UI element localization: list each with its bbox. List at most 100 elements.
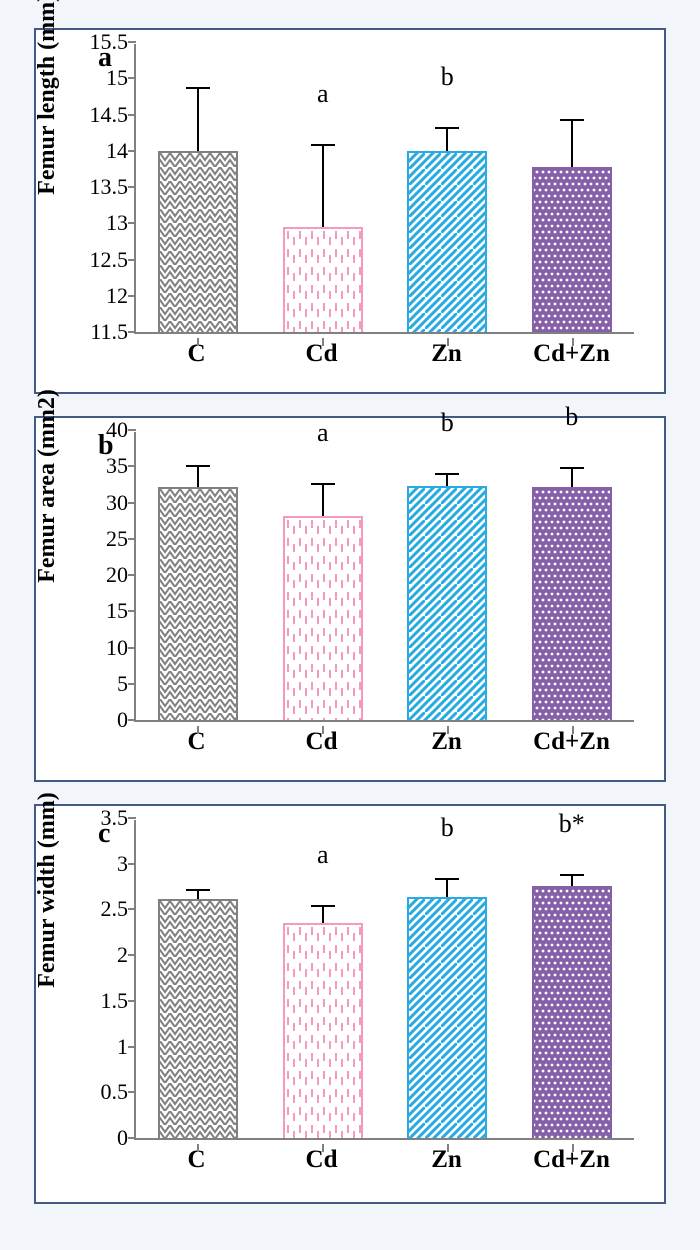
y-tick-mark: [128, 1046, 136, 1048]
y-tick-label: 1.5: [101, 988, 129, 1014]
bar: [158, 899, 238, 1138]
error-bar: [571, 875, 573, 886]
significance-label: a: [261, 418, 386, 448]
error-cap: [560, 874, 584, 876]
error-bar: [446, 474, 448, 486]
bar-slot: [136, 432, 261, 720]
plot-wrapper: abb 0510152025303540: [134, 432, 634, 722]
y-tick-label: 35: [106, 453, 128, 479]
y-tick-label: 14: [106, 138, 128, 164]
y-tick-label: 20: [106, 562, 128, 588]
y-tick-mark: [128, 647, 136, 649]
y-tick-mark: [128, 222, 136, 224]
y-tick-mark: [128, 77, 136, 79]
y-tick-label: 5: [117, 671, 128, 697]
x-category-label: Zn: [384, 1146, 509, 1174]
error-bar: [446, 128, 448, 152]
bar-slot: b: [385, 820, 510, 1138]
y-axis-label: Femur width (mm): [34, 792, 61, 988]
y-tick-mark: [128, 817, 136, 819]
y-tick-label: 0.5: [101, 1079, 129, 1105]
x-category-label: C: [134, 728, 259, 756]
y-tick-label: 10: [106, 635, 128, 661]
y-axis-label: Femur length (mm): [34, 0, 61, 195]
bar: [532, 487, 612, 720]
chart-panel-c: c Femur width (mm) abb* 00.511.522.533.5…: [34, 804, 666, 1204]
y-tick-mark: [128, 41, 136, 43]
y-tick-mark: [128, 574, 136, 576]
y-tick-label: 12.5: [90, 247, 129, 273]
chart-inner: c Femur width (mm) abb* 00.511.522.533.5…: [36, 806, 664, 1202]
bar: [407, 486, 487, 720]
plot-area: abb 0510152025303540: [134, 432, 634, 722]
y-tick-mark: [128, 259, 136, 261]
bar: [283, 923, 363, 1138]
error-bar: [197, 88, 199, 151]
bar: [532, 886, 612, 1138]
y-tick-mark: [128, 1137, 136, 1139]
x-axis: CCdZnCd+Zn: [134, 340, 634, 368]
x-tick-mark: [447, 726, 449, 734]
x-tick-mark: [322, 726, 324, 734]
x-tick-mark: [447, 1144, 449, 1152]
y-tick-label: 14.5: [90, 102, 129, 128]
y-tick-mark: [128, 331, 136, 333]
figure-page: a Femur length (mm) ab 11.51212.51313.51…: [0, 0, 700, 1250]
significance-label: a: [261, 79, 386, 109]
error-cap: [311, 905, 335, 907]
plot-wrapper: ab 11.51212.51313.51414.51515.5: [134, 44, 634, 334]
significance-label: b: [385, 408, 510, 438]
error-cap: [560, 467, 584, 469]
y-tick-label: 3.5: [101, 805, 129, 831]
bar: [158, 151, 238, 332]
y-tick-mark: [128, 908, 136, 910]
bar: [407, 151, 487, 332]
x-tick-mark: [447, 338, 449, 346]
significance-label: b*: [510, 809, 635, 839]
y-tick-label: 25: [106, 526, 128, 552]
bar-slot: a: [261, 432, 386, 720]
bar-slot: b: [385, 432, 510, 720]
error-cap: [311, 144, 335, 146]
y-tick-mark: [128, 502, 136, 504]
bar-slot: a: [261, 44, 386, 332]
significance-label: b: [385, 62, 510, 92]
y-tick-mark: [128, 1091, 136, 1093]
bar-slot: b*: [510, 820, 635, 1138]
error-bar: [197, 890, 199, 899]
y-tick-mark: [128, 610, 136, 612]
bar: [532, 167, 612, 332]
error-cap: [311, 483, 335, 485]
y-tick-mark: [128, 429, 136, 431]
y-tick-mark: [128, 863, 136, 865]
error-bar: [322, 906, 324, 923]
bar-slot: [510, 44, 635, 332]
x-category-label: C: [134, 340, 259, 368]
x-tick-mark: [197, 338, 199, 346]
y-tick-mark: [128, 954, 136, 956]
error-cap: [186, 889, 210, 891]
x-category-label: Zn: [384, 340, 509, 368]
error-cap: [435, 878, 459, 880]
x-category-label: C: [134, 1146, 259, 1174]
x-axis: CCdZnCd+Zn: [134, 728, 634, 756]
plot-wrapper: abb* 00.511.522.533.5: [134, 820, 634, 1140]
y-tick-mark: [128, 186, 136, 188]
x-tick-mark: [322, 338, 324, 346]
y-tick-label: 15: [106, 598, 128, 624]
y-tick-label: 0: [117, 1125, 128, 1151]
y-tick-label: 13: [106, 210, 128, 236]
y-tick-mark: [128, 1000, 136, 1002]
x-category-label: Cd+Zn: [509, 1146, 634, 1174]
x-category-label: Cd: [259, 728, 384, 756]
bar: [407, 897, 487, 1138]
plot-area: ab 11.51212.51313.51414.51515.5: [134, 44, 634, 334]
chart-panel-b: b Femur area (mm2) abb 0510152025303540 …: [34, 416, 666, 782]
x-tick-mark: [197, 1144, 199, 1152]
significance-label: b: [510, 402, 635, 432]
error-bar: [322, 484, 324, 516]
error-bar: [197, 466, 199, 488]
y-tick-label: 1: [117, 1034, 128, 1060]
y-tick-mark: [128, 150, 136, 152]
x-tick-mark: [197, 726, 199, 734]
